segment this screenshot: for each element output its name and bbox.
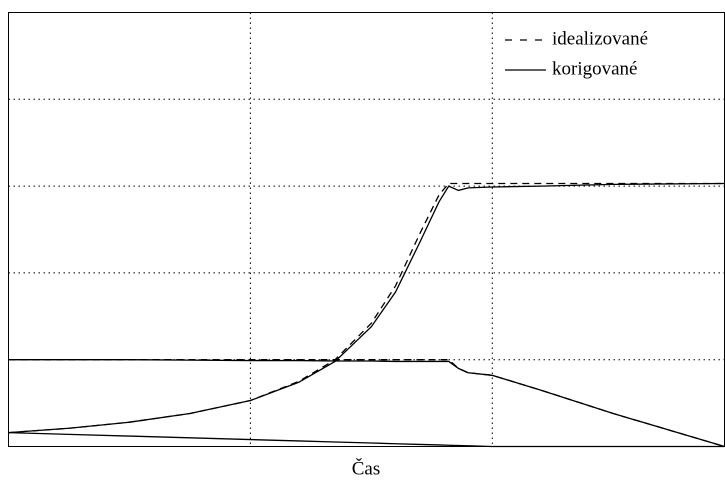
legend-label: idealizované <box>552 28 648 49</box>
legend-label: korigované <box>552 58 637 79</box>
line-series <box>8 359 725 448</box>
line-series <box>8 182 725 434</box>
x-axis-label: Čas <box>352 457 381 479</box>
line-series <box>8 359 725 448</box>
line-series <box>8 431 725 448</box>
line-series <box>8 182 725 434</box>
